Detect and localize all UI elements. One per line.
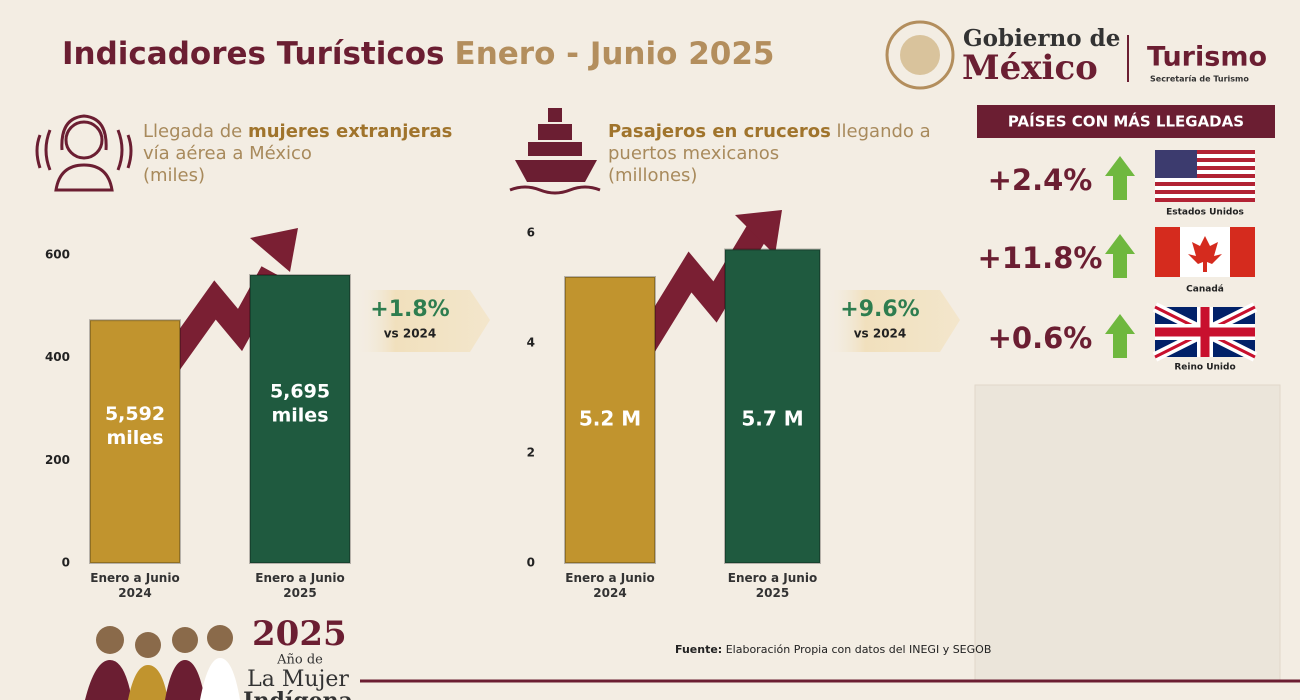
x-tick-label-box: Enero a Junio 2024 xyxy=(565,571,655,600)
chart-subtitle: (millones) xyxy=(608,165,697,186)
y-tick-label: 6 xyxy=(527,226,535,240)
x-tick-label-box: Enero a Junio 2024 xyxy=(90,571,180,600)
up-arrow xyxy=(1105,156,1135,200)
source-label: Fuente: xyxy=(675,643,722,656)
change-badge xyxy=(825,290,960,352)
bar xyxy=(564,276,656,564)
ship-icon xyxy=(509,108,601,195)
banner-line2: La Mujer xyxy=(247,667,349,692)
country-change: +0.6% xyxy=(988,321,1093,355)
change-value: +9.6% xyxy=(840,297,919,322)
chart-subtitle: Llegada de mujeres extranjeras xyxy=(143,121,452,142)
subtitle-text: llegando a xyxy=(831,121,931,142)
up-arrow xyxy=(1105,234,1135,278)
up-arrow xyxy=(1105,314,1135,358)
bar xyxy=(89,319,181,564)
country-name: Canadá xyxy=(1186,285,1224,295)
y-tick-label: 0 xyxy=(62,556,70,570)
x-tick-label-box: Enero a Junio 2025 xyxy=(255,571,345,600)
seal xyxy=(885,20,955,90)
bar-label: miles xyxy=(271,405,328,427)
title-main: Indicadores Turísticos xyxy=(62,36,445,72)
y-tick-label: 0 xyxy=(527,556,535,570)
chart-subtitle: (miles) xyxy=(143,165,205,186)
change-note: vs 2024 xyxy=(384,327,437,341)
value-label: 5.2 M xyxy=(579,407,641,431)
value-label: 5.7 M xyxy=(741,407,803,431)
x-tick-label: Enero a Junio 2024 xyxy=(565,571,655,600)
x-tick-label: Enero a Junio 2025 xyxy=(727,571,818,600)
flag-us xyxy=(1155,150,1255,202)
subtitle-text: Llegada de xyxy=(143,121,248,142)
logo-secretaria: Turismo xyxy=(1147,42,1267,73)
change-badge xyxy=(355,290,490,352)
bar-label: 5,695 xyxy=(270,381,330,403)
logo-line2: México xyxy=(962,48,1098,88)
seal-center xyxy=(900,35,940,75)
y-tick-label: 200 xyxy=(45,453,70,467)
bar-label: miles xyxy=(106,427,163,449)
bar xyxy=(724,248,821,564)
y-tick-label: 600 xyxy=(45,248,70,262)
subtitle-text: (millones) xyxy=(608,165,697,186)
y-tick-label: 2 xyxy=(527,446,535,460)
country-name: Estados Unidos xyxy=(1166,208,1244,218)
title: Indicadores Turísticos Enero - Junio 2025 xyxy=(62,36,775,72)
change-value: +1.8% xyxy=(370,297,449,322)
woman-icon xyxy=(35,114,133,192)
y-tick-label: 400 xyxy=(45,350,70,364)
subtitle-text: puertos mexicanos xyxy=(608,143,779,164)
y-tick-label: 4 xyxy=(527,336,535,350)
banner-line3: Indígena xyxy=(243,688,353,700)
x-tick-label-box: Enero a Junio 2025 xyxy=(727,571,818,600)
subtitle-emphasis: mujeres extranjeras xyxy=(248,121,452,142)
country-change: +11.8% xyxy=(978,241,1103,275)
chart-subtitle: vía aérea a México xyxy=(143,143,312,164)
countries-title: PAÍSES CON MÁS LLEGADAS xyxy=(1008,112,1244,131)
banner-year: 2025 xyxy=(252,614,347,654)
pattern-panel xyxy=(974,384,1281,681)
subtitle-text: (miles) xyxy=(143,165,205,186)
source-text: Elaboración Propia con datos del INEGI y… xyxy=(722,643,991,656)
x-tick-label: Enero a Junio 2025 xyxy=(255,571,345,600)
people-illustration xyxy=(85,625,240,700)
change-note: vs 2024 xyxy=(854,327,907,341)
title-period: Enero - Junio 2025 xyxy=(455,36,775,72)
countries-header xyxy=(977,105,1275,138)
source: Fuente: Elaboración Propia con datos del… xyxy=(675,643,991,656)
chart-subtitle: puertos mexicanos xyxy=(608,143,779,164)
country-name: Reino Unido xyxy=(1174,363,1235,373)
flag-uk xyxy=(1152,302,1258,362)
bar-label: 5,592 xyxy=(105,403,165,425)
flag-canada xyxy=(1155,227,1255,277)
banner-line1: Año de xyxy=(276,653,323,668)
logo-secretaria-sub: Secretaría de Turismo xyxy=(1150,75,1249,84)
bar xyxy=(249,274,351,564)
subtitle-text: vía aérea a México xyxy=(143,143,312,164)
chart-subtitle: Pasajeros en cruceros llegando a xyxy=(608,121,931,142)
x-tick-label: Enero a Junio 2024 xyxy=(90,571,180,600)
logo-line1: Gobierno de xyxy=(963,25,1120,52)
country-change: +2.4% xyxy=(988,163,1093,197)
subtitle-emphasis: Pasajeros en cruceros xyxy=(608,121,831,142)
